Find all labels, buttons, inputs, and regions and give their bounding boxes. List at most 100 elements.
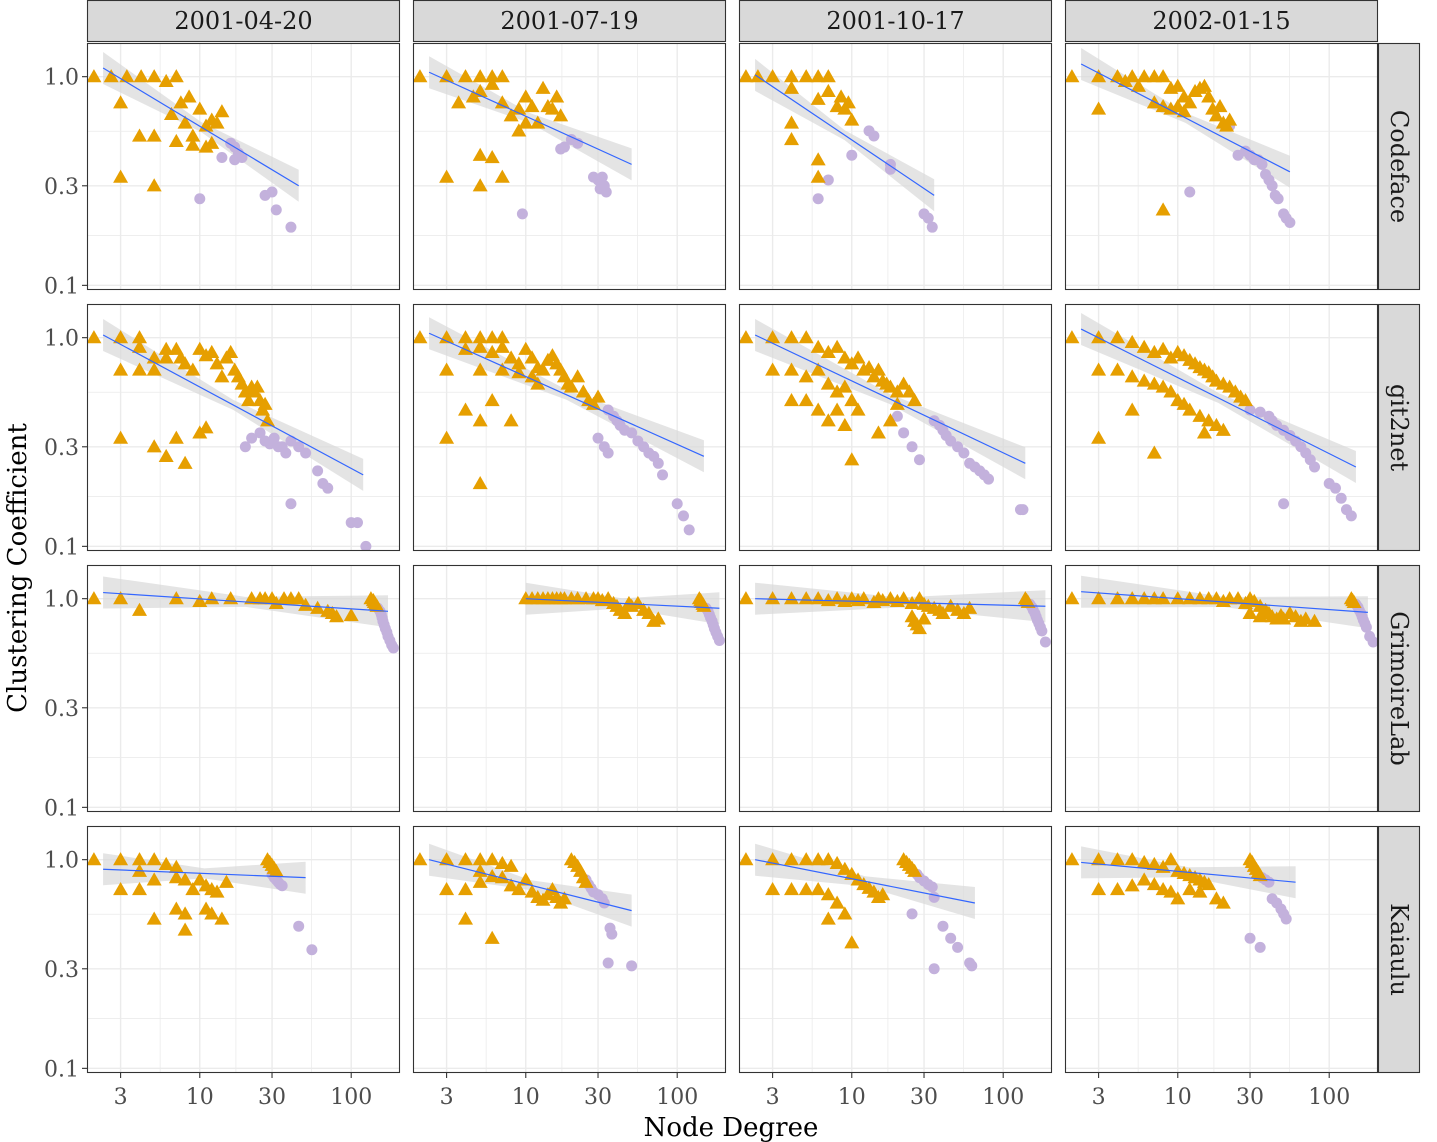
triangle-point (511, 881, 527, 896)
triangle-point (413, 330, 428, 344)
triangle-point (820, 911, 836, 925)
triangle-point (223, 344, 239, 359)
circle-point (1329, 482, 1341, 494)
triangle-point (472, 69, 488, 83)
triangle-point (810, 339, 826, 353)
triangle-point (1124, 69, 1140, 83)
y-tick-label: 1.0 (44, 588, 79, 613)
circle-point (602, 957, 614, 969)
triangle-point (511, 356, 527, 370)
column-strip: 2001-10-17 (738, 0, 1053, 43)
triangle-point (798, 69, 814, 83)
triangle-point (1020, 594, 1036, 608)
circle-point (1309, 461, 1321, 473)
triangle-point (1065, 852, 1080, 866)
triangle-point (866, 369, 882, 383)
triangle-point (784, 115, 800, 129)
triangle-point (1215, 895, 1231, 909)
panel-kaiaulu-2001-07-19 (412, 825, 727, 1074)
triangle-point (158, 448, 174, 462)
triangle-point (549, 89, 565, 103)
triangle-point (1201, 89, 1217, 103)
row-strip: git2net (1377, 303, 1421, 552)
circle-point (516, 208, 528, 220)
triangle-point (850, 350, 866, 364)
triangle-point (113, 95, 129, 109)
triangle-point (829, 339, 845, 353)
circle-point (683, 524, 695, 536)
circle-point (868, 130, 880, 142)
triangle-point (146, 852, 162, 866)
triangle-point (829, 895, 845, 909)
circle-point (1345, 510, 1357, 522)
column-strip-label: 2002-01-15 (1152, 7, 1290, 35)
triangle-point (204, 906, 220, 920)
panel-border (86, 564, 401, 813)
triangle-point (177, 922, 193, 936)
triangle-point (458, 911, 474, 925)
circle-point (713, 635, 725, 647)
triangle-point (837, 906, 853, 920)
triangle-point (298, 597, 314, 611)
y-tick-label: 0.1 (44, 1057, 79, 1082)
panel-plot-area (413, 304, 726, 551)
triangle-point (810, 69, 826, 83)
circle-point (1036, 625, 1048, 637)
triangle-point (158, 856, 174, 870)
y-tick-label: 1.0 (44, 849, 79, 874)
triangle-point (209, 115, 225, 129)
triangle-point (1252, 867, 1268, 882)
circle-point (913, 454, 925, 466)
panel-border (1064, 42, 1379, 291)
triangle-point (1136, 872, 1152, 886)
triangle-point (837, 350, 853, 364)
circle-point (657, 469, 669, 481)
circle-point (322, 482, 334, 494)
triangle-point (1065, 69, 1080, 83)
circle-point (300, 447, 312, 459)
panel-plot-area (739, 304, 1052, 551)
triangle-point (844, 452, 860, 466)
circle-point (254, 427, 266, 439)
triangle-point (784, 69, 800, 83)
circle-point (1272, 193, 1284, 205)
fit-line (103, 868, 306, 879)
triangle-point (739, 69, 754, 83)
triangle-point (765, 362, 781, 376)
circle-point (592, 432, 604, 444)
panel-kaiaulu-2001-10-17 (738, 825, 1053, 1074)
triangle-point (472, 339, 488, 353)
triangle-point (870, 362, 886, 376)
triangle-point (214, 369, 230, 383)
triangle-point (1170, 98, 1186, 113)
x-tick-label: 30 (910, 1085, 938, 1110)
triangle-point (798, 852, 814, 866)
circle-point (1284, 217, 1296, 229)
triangle-point (158, 73, 174, 87)
triangle-point (132, 128, 148, 142)
triangle-point (1091, 881, 1107, 896)
x-tick-label: 3 (1092, 1085, 1106, 1110)
triangle-point (820, 413, 836, 427)
y-tick-label: 0.1 (44, 796, 79, 821)
triangle-point (132, 602, 148, 616)
triangle-point (484, 852, 500, 866)
triangle-point (844, 935, 860, 949)
triangle-point (472, 852, 488, 866)
triangle-point (132, 852, 148, 866)
circle-point (626, 427, 638, 439)
panel-border (738, 825, 1053, 1074)
triangle-point (784, 852, 800, 866)
triangle-point (575, 384, 591, 398)
circle-point (285, 498, 297, 510)
triangle-point (837, 379, 853, 393)
triangle-point (1201, 877, 1217, 891)
triangle-point (1091, 101, 1107, 115)
panel-codeface-2001-04-20 (86, 42, 401, 291)
triangle-point (1124, 591, 1140, 605)
circle-point (606, 928, 618, 940)
circle-point (306, 944, 318, 956)
triangle-point (146, 439, 162, 453)
triangle-point (1192, 408, 1208, 422)
circle-point (926, 881, 938, 893)
